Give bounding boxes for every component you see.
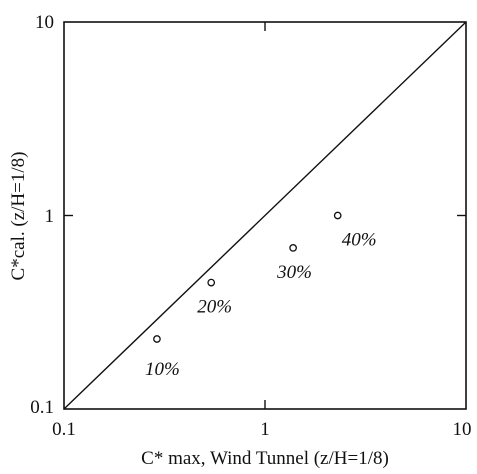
x-tick-label-0: 0.1 [52,419,76,440]
y-axis-label: C*cal. (z/H=1/8) [8,152,29,281]
x-tick-label-2: 10 [453,419,472,440]
data-point-0 [153,335,161,343]
data-point-2 [289,244,297,252]
data-label-2: 30% [276,262,312,283]
y-tick-label-0: 0.1 [30,397,54,418]
data-label-3: 40% [342,230,377,251]
data-point-3 [333,211,342,220]
data-label-1: 20% [197,297,232,318]
reference-line-y-equals-x [63,21,467,410]
data-point-1 [207,278,216,287]
data-points: 10% 20% 30% 40% [145,211,377,380]
data-label-0: 10% [145,359,180,380]
x-axis-label: C* max, Wind Tunnel (z/H=1/8) [141,448,389,469]
tick-marks [64,22,466,409]
x-tick-label-1: 1 [260,419,270,440]
y-tick-label-1: 1 [45,206,55,227]
y-tick-label-2: 10 [35,12,54,33]
